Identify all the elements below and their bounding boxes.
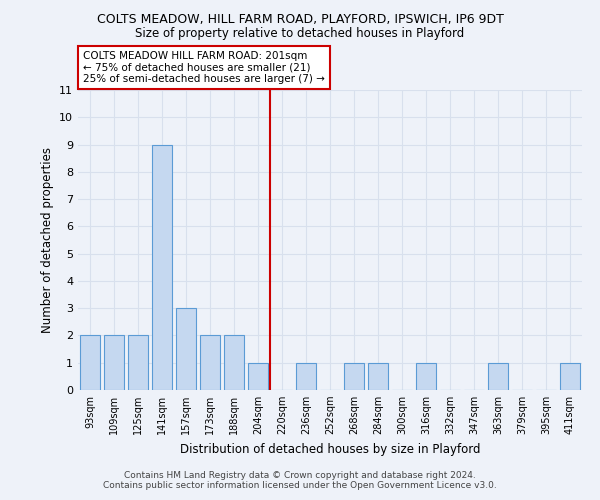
Bar <box>560 362 580 390</box>
Text: COLTS MEADOW HILL FARM ROAD: 201sqm
← 75% of detached houses are smaller (21)
25: COLTS MEADOW HILL FARM ROAD: 201sqm ← 75… <box>83 51 325 84</box>
Bar <box>104 336 124 390</box>
X-axis label: Distribution of detached houses by size in Playford: Distribution of detached houses by size … <box>180 442 480 456</box>
Text: Size of property relative to detached houses in Playford: Size of property relative to detached ho… <box>136 28 464 40</box>
Bar <box>224 336 244 390</box>
Text: Contains HM Land Registry data © Crown copyright and database right 2024.
Contai: Contains HM Land Registry data © Crown c… <box>103 470 497 490</box>
Bar <box>80 336 100 390</box>
Bar <box>176 308 196 390</box>
Bar <box>200 336 220 390</box>
Y-axis label: Number of detached properties: Number of detached properties <box>41 147 53 333</box>
Text: COLTS MEADOW, HILL FARM ROAD, PLAYFORD, IPSWICH, IP6 9DT: COLTS MEADOW, HILL FARM ROAD, PLAYFORD, … <box>97 12 503 26</box>
Bar <box>368 362 388 390</box>
Bar <box>128 336 148 390</box>
Bar <box>344 362 364 390</box>
Bar <box>416 362 436 390</box>
Bar <box>488 362 508 390</box>
Bar <box>248 362 268 390</box>
Bar <box>152 144 172 390</box>
Bar <box>296 362 316 390</box>
